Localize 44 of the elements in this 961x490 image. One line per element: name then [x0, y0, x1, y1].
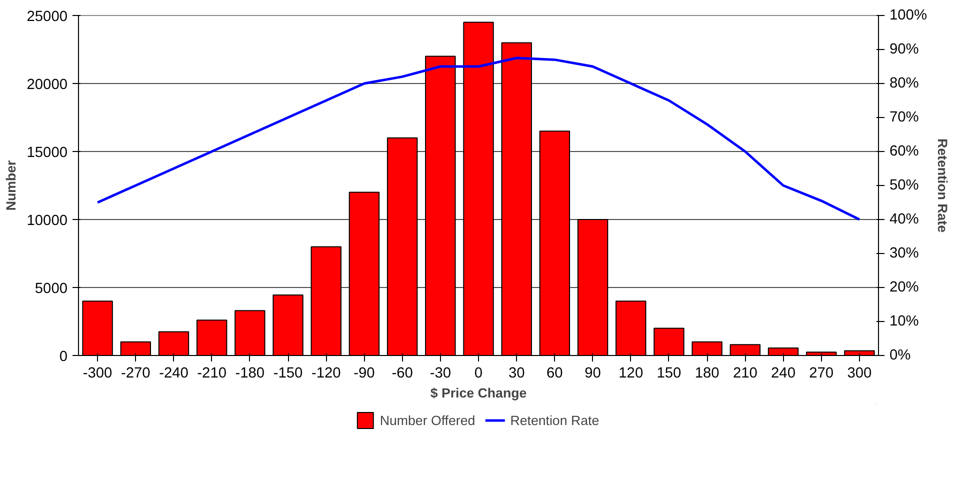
x-tick-label: 270 — [809, 366, 834, 382]
x-tick-label: -150 — [273, 366, 303, 382]
y2-tick-label: 40% — [890, 212, 919, 228]
y-axis-title: Number — [4, 160, 19, 211]
x-tick-label: -270 — [120, 366, 150, 382]
y-tick-label: 15000 — [26, 145, 68, 161]
x-tick-label: -240 — [159, 366, 188, 382]
x-tick-label: -120 — [311, 366, 341, 382]
x-tick-label: -90 — [354, 366, 375, 382]
y-tick-label: 10000 — [26, 213, 68, 229]
y2-tick-label: 50% — [890, 178, 919, 194]
y2-tick-label: 90% — [890, 42, 919, 58]
x-tick-label: 240 — [771, 366, 796, 382]
y2-tick-label: 10% — [890, 314, 919, 330]
y2-tick-label: 30% — [890, 246, 919, 262]
y2-tick-label: 0% — [890, 348, 911, 364]
y2-tick-label: 60% — [890, 144, 919, 160]
x-tick-label: -60 — [392, 366, 413, 382]
x-tick-label: 30 — [508, 366, 525, 382]
x-tick-label: 90 — [584, 366, 601, 382]
y-tick-label: 20000 — [26, 77, 68, 93]
x-tick-label: 0 — [474, 366, 483, 382]
x-axis-title: $ Price Change — [430, 386, 527, 400]
x-tick-label: 300 — [847, 366, 872, 382]
x-tick-label: -30 — [430, 366, 451, 382]
x-tick-label: -210 — [197, 366, 227, 382]
legend-label: Retention Rate — [510, 412, 600, 428]
y2-tick-label: 100% — [890, 8, 927, 24]
y-tick-label: 25000 — [26, 9, 68, 25]
y2-tick-label: 70% — [890, 110, 919, 126]
legend-label: Number Offered — [380, 412, 476, 428]
x-tick-label: 180 — [694, 366, 720, 382]
y2-tick-label: 20% — [890, 280, 919, 296]
y2-tick-label: 80% — [890, 76, 919, 92]
y2-axis-title: Retention Rate — [934, 138, 950, 233]
y-tick-label: 0 — [59, 349, 68, 365]
y-tick-label: 5000 — [34, 281, 68, 297]
x-tick-label: 120 — [618, 366, 644, 382]
x-tick-label: 150 — [656, 366, 682, 382]
x-tick-label: 60 — [546, 366, 563, 382]
x-tick-label: -180 — [235, 366, 265, 382]
x-tick-label: -300 — [82, 366, 112, 382]
x-tick-label: 210 — [732, 366, 758, 382]
line-series — [96, 56, 861, 221]
